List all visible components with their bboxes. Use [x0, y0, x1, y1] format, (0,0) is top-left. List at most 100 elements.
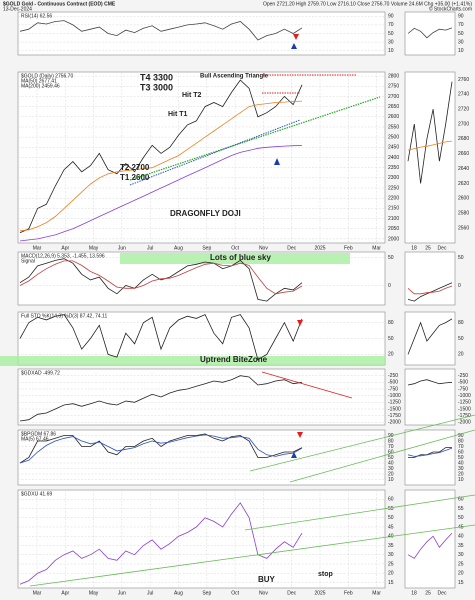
arrow-up	[291, 452, 297, 458]
zoom-y-tick-label: 60	[458, 449, 464, 455]
zoom-y-tick-label: 2600	[458, 196, 469, 202]
zoom-y-tick-label: 50	[458, 515, 464, 521]
series-line	[19, 375, 303, 422]
arrow-down	[297, 320, 303, 326]
x-tick-label: Feb	[344, 590, 353, 596]
x-tick-label: Mar	[372, 245, 381, 251]
zoom-x-tick-label: 25	[425, 590, 431, 596]
y-tick-label: 35	[388, 543, 394, 549]
y-tick-label: 50	[388, 336, 394, 342]
annotation: stop	[318, 571, 333, 578]
zoom-y-tick-label: 2660	[458, 151, 469, 157]
annotation: Uptrend BiteZone	[200, 355, 268, 364]
x-tick-label: Aug	[174, 590, 183, 596]
y-tick-label: 80	[388, 438, 394, 444]
zoom-line	[407, 532, 453, 559]
x-tick-label: Sep	[202, 590, 211, 596]
y-tick-label: -250	[388, 373, 398, 379]
down-arrow	[261, 371, 353, 399]
legend-entry: $GDXAD -499.72	[21, 370, 60, 376]
x-tick-label: 2025	[314, 590, 325, 596]
y-tick-label: 2300	[388, 175, 399, 181]
series-line	[19, 260, 303, 295]
chart-date: 13-Dec-2024	[3, 6, 32, 12]
x-tick-label: Jul	[147, 245, 153, 251]
zoom-y-tick-label: 2640	[458, 166, 469, 172]
y-tick-label: 2350	[388, 165, 399, 171]
x-tick-label: Sep	[202, 245, 211, 251]
x-tick-label: Feb	[344, 245, 353, 251]
zoom-y-tick-label: 30	[458, 39, 464, 45]
y-tick-label: 0	[388, 283, 391, 289]
x-tick-label: Nov	[259, 590, 268, 596]
zoom-y-tick-label: 40	[458, 460, 464, 466]
y-tick-label: 2750	[388, 84, 399, 90]
y-tick-label: 2450	[388, 145, 399, 151]
y-tick-label: 30	[388, 466, 394, 472]
y-tick-label: 20	[388, 571, 394, 577]
y-tick-label: 2550	[388, 124, 399, 130]
x-tick-label: Oct	[231, 245, 239, 251]
zoom-y-tick-label: 70	[458, 22, 464, 28]
legend-entry: RSI(14) 62.56	[21, 13, 52, 19]
x-tick-label: Nov	[259, 245, 268, 251]
y-tick-label: 30	[388, 39, 394, 45]
zoom-y-tick-label: 10	[458, 477, 464, 483]
zoom-line	[407, 140, 453, 151]
credit: © StockCharts.com	[429, 5, 472, 12]
zoom-y-tick-label: 2580	[458, 211, 469, 217]
zoom-y-tick-label: 30	[458, 552, 464, 558]
x-tick-label: Oct	[231, 590, 239, 596]
zoom-y-tick-label: 80	[458, 438, 464, 444]
annotation: Bull Ascending Triangle	[200, 74, 269, 80]
y-tick-label: 2650	[388, 104, 399, 110]
zoom-y-tick-label: -1750	[458, 413, 471, 419]
legend-entry: Full STO %K(14,3) %D(3) 87.42, 74.11	[21, 313, 107, 319]
zoom-frame	[404, 251, 456, 306]
zoom-y-tick-label: -250	[458, 373, 468, 379]
arrow-up	[291, 43, 297, 49]
y-tick-label: 10	[388, 48, 394, 54]
y-tick-label: 2100	[388, 216, 399, 222]
y-tick-label: 2500	[388, 134, 399, 140]
y-tick-label: 25	[388, 561, 394, 567]
zoom-x-tick-label: 18	[411, 590, 417, 596]
zoom-y-tick-label: 20	[458, 352, 464, 358]
x-tick-label: May	[89, 245, 99, 251]
y-tick-label: -1250	[388, 400, 401, 406]
support-line	[129, 119, 301, 186]
zoom-y-tick-label: 20	[458, 571, 464, 577]
zoom-y-tick-label: 50	[458, 255, 464, 261]
y-tick-label: 2150	[388, 206, 399, 212]
zoom-y-tick-label: 2740	[458, 92, 469, 98]
y-tick-label: 60	[388, 449, 394, 455]
plot-frame	[17, 489, 386, 589]
y-tick-label: 55	[388, 506, 394, 512]
zoom-y-tick-label: 80	[458, 320, 464, 326]
zoom-frame	[404, 11, 456, 56]
annotation: T4 3300	[140, 72, 173, 82]
arrow-down	[297, 432, 303, 438]
x-tick-label: Mar	[33, 590, 42, 596]
arrow-down	[293, 34, 299, 40]
zoom-y-tick-label: 15	[458, 580, 464, 586]
y-tick-label: 50	[388, 31, 394, 37]
zoom-line	[408, 447, 452, 458]
series-line	[19, 314, 303, 361]
y-tick-label: 90	[388, 14, 394, 20]
zoom-y-tick-label: -500	[458, 380, 468, 386]
y-tick-label: -500	[388, 380, 398, 386]
legend-entry: MA(50) 2677.41	[21, 78, 57, 84]
y-tick-label: 60	[388, 497, 394, 503]
zoom-y-tick-label: 2760	[458, 77, 469, 83]
y-tick-label: 20	[388, 471, 394, 477]
y-tick-label: 50	[388, 515, 394, 521]
zoom-line	[407, 318, 453, 355]
blue-sky-band	[120, 253, 350, 264]
zoom-x-tick-label: 18	[411, 245, 417, 251]
x-tick-label: 2025	[314, 245, 325, 251]
zoom-line	[407, 81, 453, 184]
series-line	[19, 433, 303, 464]
zoom-y-tick-label: 50	[458, 336, 464, 342]
